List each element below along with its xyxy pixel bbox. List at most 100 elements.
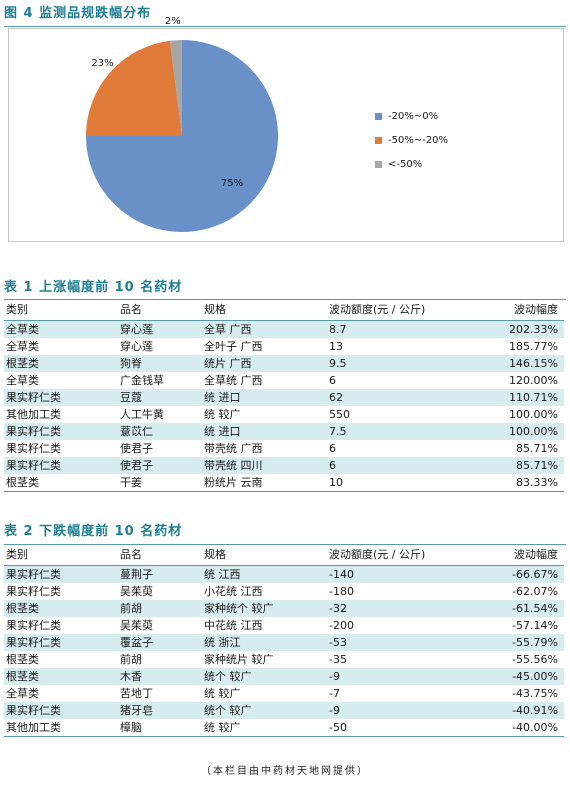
table-cell: 统 浙江 xyxy=(204,636,241,649)
column-header: 波动幅度 xyxy=(474,300,564,321)
table-cell: -9 xyxy=(329,670,340,683)
table-cell: 果实籽仁类 xyxy=(6,425,61,438)
table-cell: -35 xyxy=(329,653,347,666)
table-cell: 中花统 江西 xyxy=(204,619,263,632)
table-cell: 豆蔻 xyxy=(120,391,142,404)
table-cell: 统 进口 xyxy=(204,391,241,404)
table-cell: -55.56% xyxy=(512,653,558,666)
table-cell: -7 xyxy=(329,687,340,700)
fall-top10-table: 类别 品名 规格 波动额度(元 / 公斤) 波动幅度 果实籽仁类 蔓荆子 统 江西 -140 -… xyxy=(4,545,564,737)
table-cell: 全草类 xyxy=(6,374,39,387)
table-cell: 穿心莲 xyxy=(120,340,153,353)
table-cell: 苦地丁 xyxy=(120,687,153,700)
table-row: 根茎类 前胡 家种统片 较广 -35 -55.56% xyxy=(4,651,564,668)
table-cell: 干姜 xyxy=(120,476,142,489)
table1-title: 表 1 上涨幅度前 10 名药材 xyxy=(4,280,183,295)
table-row: 根茎类 木香 统个 较广 -9 -45.00% xyxy=(4,668,564,685)
table-cell: -180 xyxy=(329,585,354,598)
table-cell: 统 江西 xyxy=(204,568,241,581)
table-cell: -140 xyxy=(329,568,354,581)
legend-swatch xyxy=(375,136,382,144)
table-row: 其他加工类 樟脑 统 较广 -50 -40.00% xyxy=(4,719,564,737)
table-cell: 8.7 xyxy=(329,323,347,336)
legend-label: -20%~0% xyxy=(388,111,439,122)
source-footer: （本栏目由中药材天地网提供） xyxy=(201,766,369,777)
table-cell: 果实籽仁类 xyxy=(6,585,61,598)
table2-title-rule xyxy=(4,544,566,545)
pie-chart-panel: 75% 23% 2% -20%~0% -50%~-20% <-50% xyxy=(8,16,564,242)
table-cell: 吴茱萸 xyxy=(120,619,153,632)
table-cell: 10 xyxy=(329,476,343,489)
table-cell: 猪牙皂 xyxy=(120,704,153,717)
table-cell: 根茎类 xyxy=(6,476,39,489)
table-cell: 全草类 xyxy=(6,323,39,336)
table-cell: 其他加工类 xyxy=(6,408,61,421)
table-cell: 蔓荆子 xyxy=(120,568,153,581)
table-cell: 家种统片 较广 xyxy=(204,653,274,666)
column-header: 品名 xyxy=(120,545,204,566)
table-cell: 统个 较广 xyxy=(204,670,252,683)
table-cell: -50 xyxy=(329,721,347,734)
table-cell: 果实籽仁类 xyxy=(6,619,61,632)
table-row: 全草类 穿心莲 全叶子 广西 13 185.77% xyxy=(4,338,564,355)
table-row: 果实籽仁类 吴茱萸 中花统 江西 -200 -57.14% xyxy=(4,617,564,634)
table-cell: 202.33% xyxy=(509,323,558,336)
table-cell: -66.67% xyxy=(512,568,558,581)
table-cell: 146.15% xyxy=(509,357,558,370)
column-header: 波动额度(元 / 公斤) xyxy=(329,545,474,566)
table-cell: 果实籽仁类 xyxy=(6,568,61,581)
table-cell: 统 较广 xyxy=(204,408,241,421)
pie-chart xyxy=(86,40,278,232)
table-cell: 木香 xyxy=(120,670,142,683)
legend-swatch xyxy=(375,160,382,168)
figure-title-rule xyxy=(4,26,566,27)
legend-item: <-50% xyxy=(375,159,448,183)
table-cell: 全草 广西 xyxy=(204,323,252,336)
table-cell: 根茎类 xyxy=(6,653,39,666)
table-cell: -61.54% xyxy=(512,602,558,615)
column-header: 品名 xyxy=(120,300,204,321)
table-row: 全草类 苦地丁 统 较广 -7 -43.75% xyxy=(4,685,564,702)
table-cell: 85.71% xyxy=(516,442,558,455)
table-cell: 薏苡仁 xyxy=(120,425,153,438)
table-cell: 粉统片 云南 xyxy=(204,476,263,489)
table-cell: 13 xyxy=(329,340,343,353)
pie-slice xyxy=(169,40,182,136)
table-cell: -57.14% xyxy=(512,619,558,632)
column-header: 规格 xyxy=(204,545,329,566)
pie-slice-label: 2% xyxy=(164,15,181,27)
table-cell: 小花统 江西 xyxy=(204,585,263,598)
table-cell: 100.00% xyxy=(509,408,558,421)
table-cell: 穿心莲 xyxy=(120,323,153,336)
table-cell: 全草类 xyxy=(6,687,39,700)
pie-slice-label: 75% xyxy=(220,177,244,189)
table-cell: 85.71% xyxy=(516,459,558,472)
table-row: 果实籽仁类 薏苡仁 统 进口 7.5 100.00% xyxy=(4,423,564,440)
table-cell: 果实籽仁类 xyxy=(6,391,61,404)
table-cell: 统片 广西 xyxy=(204,357,252,370)
table-cell: -53 xyxy=(329,636,347,649)
table-cell: 83.33% xyxy=(516,476,558,489)
table-cell: 全叶子 广西 xyxy=(204,340,263,353)
table-cell: 统 较广 xyxy=(204,721,241,734)
table-header-row: 类别 品名 规格 波动额度(元 / 公斤) 波动幅度 xyxy=(4,545,564,566)
table2-title: 表 2 下跌幅度前 10 名药材 xyxy=(4,524,183,539)
table-cell: 果实籽仁类 xyxy=(6,442,61,455)
table-cell: 带壳统 四川 xyxy=(204,459,263,472)
figure-title: 图 4 监测品规跌幅分布 xyxy=(4,6,152,21)
table-row: 全草类 穿心莲 全草 广西 8.7 202.33% xyxy=(4,320,564,338)
legend-item: -50%~-20% xyxy=(375,135,448,159)
table-cell: 其他加工类 xyxy=(6,721,61,734)
table-cell: 统 进口 xyxy=(204,425,241,438)
table-cell: 狗脊 xyxy=(120,357,142,370)
table-cell: 人工牛黄 xyxy=(120,408,164,421)
table-cell: 果实籽仁类 xyxy=(6,459,61,472)
table-cell: -200 xyxy=(329,619,354,632)
column-header: 类别 xyxy=(4,300,120,321)
table-row: 根茎类 干姜 粉统片 云南 10 83.33% xyxy=(4,474,564,492)
table-cell: 110.71% xyxy=(509,391,558,404)
table-cell: 550 xyxy=(329,408,350,421)
table-header-row: 类别 品名 规格 波动额度(元 / 公斤) 波动幅度 xyxy=(4,300,564,321)
table-cell: 7.5 xyxy=(329,425,347,438)
table-cell: 统个 较广 xyxy=(204,704,252,717)
